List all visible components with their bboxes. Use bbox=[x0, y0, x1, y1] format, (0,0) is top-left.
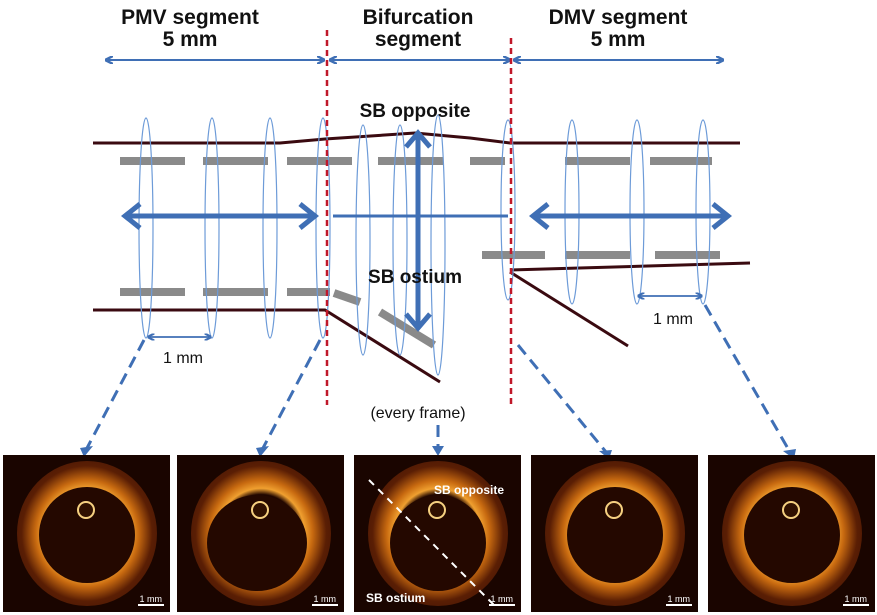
stent-struts bbox=[120, 157, 720, 349]
oct-image-bifurcation: SB opposite SB ostium 1 mm bbox=[354, 455, 521, 612]
segment-dividers bbox=[325, 30, 513, 408]
dmv-title: DMV segment bbox=[549, 6, 688, 29]
schematic: PMV segment 5 mm Bifurcation segment DMV… bbox=[80, 6, 796, 455]
scale-bar: 1 mm bbox=[137, 594, 164, 606]
scale-bar: 1 mm bbox=[488, 594, 515, 606]
direction-arrows bbox=[120, 129, 733, 332]
scale-bar: 1 mm bbox=[311, 594, 338, 606]
dmv-length: 5 mm bbox=[591, 28, 646, 51]
pmv-title: PMV segment bbox=[121, 6, 259, 29]
scale-bar: 1 mm bbox=[665, 594, 692, 606]
segment-headers: PMV segment 5 mm Bifurcation segment DMV… bbox=[121, 6, 687, 51]
panel-connectors bbox=[84, 304, 792, 453]
sb-opposite-panel-label: SB opposite bbox=[434, 483, 505, 497]
spacing-label-left: 1 mm bbox=[163, 350, 203, 367]
oct-image-pmv: 1 mm bbox=[3, 455, 170, 612]
spacing-arrows bbox=[150, 296, 700, 337]
sb-opposite-label: SB opposite bbox=[360, 101, 471, 122]
scale-bar: 1 mm bbox=[842, 594, 869, 606]
bifurcation-title: Bifurcation bbox=[363, 6, 474, 29]
sb-ostium-panel-label: SB ostium bbox=[366, 591, 426, 605]
pmv-length: 5 mm bbox=[163, 28, 218, 51]
connector-arrowheads bbox=[80, 446, 796, 455]
bifurcation-title-2: segment bbox=[375, 28, 461, 51]
every-frame-label: (every frame) bbox=[370, 405, 465, 422]
spacing-label-right: 1 mm bbox=[653, 311, 693, 328]
sb-ostium-label: SB ostium bbox=[368, 267, 462, 288]
oct-image-proximal-edge: 1 mm bbox=[177, 455, 344, 612]
vessel-walls bbox=[93, 131, 751, 384]
oct-image-distal-edge: 1 mm bbox=[531, 455, 698, 612]
oct-image-dmv: 1 mm bbox=[708, 455, 875, 612]
